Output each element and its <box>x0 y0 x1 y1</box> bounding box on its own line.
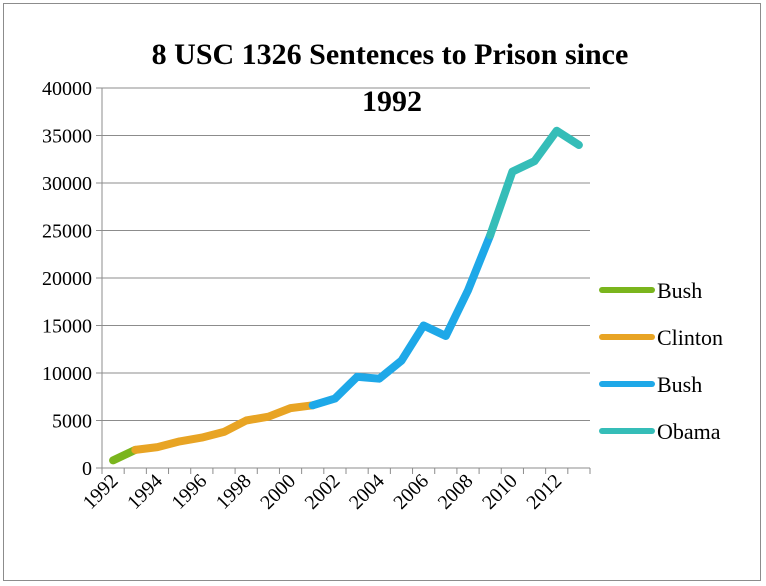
series-line-bush-2 <box>308 231 495 410</box>
y-tick-label: 0 <box>82 458 92 480</box>
x-tick-labels: 1992 1994 1996 1998 2000 2002 2004 2006 2008 2010… <box>79 470 566 514</box>
y-tick-label: 20000 <box>42 268 92 290</box>
legend-label-obama: Obama <box>657 419 721 444</box>
y-tick-label: 40000 <box>42 78 92 100</box>
x-tick-label: 1994 <box>123 470 167 514</box>
x-tick-label: 1998 <box>212 470 256 514</box>
series-lines <box>109 126 583 465</box>
legend-label-clinton: Clinton <box>657 325 723 350</box>
legend-label-bush: Bush <box>657 278 702 303</box>
y-tick-label: 15000 <box>42 316 92 338</box>
legend-label-bush: Bush <box>657 372 702 397</box>
x-tick-label: 2002 <box>301 470 345 514</box>
chart-title-line-1: 8 USC 1326 Sentences to Prison since <box>152 38 629 71</box>
y-tick-label: 30000 <box>42 173 92 195</box>
axes <box>96 87 591 474</box>
y-tick-labels: 0 5000 10000 15000 20000 25000 30000 35000 40000 <box>42 78 92 480</box>
series-line-obama-3 <box>486 126 583 240</box>
x-tick-label: 2008 <box>434 470 478 514</box>
x-tick-label: 2012 <box>522 470 566 514</box>
x-tick-label: 2010 <box>478 470 522 514</box>
y-tick-label: 10000 <box>42 363 92 385</box>
x-tick-label: 1996 <box>168 470 212 514</box>
y-tick-label: 35000 <box>42 126 92 148</box>
x-tick-label: 2004 <box>345 470 389 514</box>
legend: Bush Clinton Bush Obama <box>599 278 723 444</box>
x-tick-label: 2000 <box>256 470 300 514</box>
chart-title-line-2: 1992 <box>362 85 422 118</box>
series-line-bush-0 <box>109 445 140 465</box>
series-line-clinton-1 <box>131 401 317 454</box>
y-tick-label: 5000 <box>52 411 92 433</box>
x-tick-label: 2006 <box>389 470 433 514</box>
gridlines <box>102 87 590 421</box>
y-tick-label: 25000 <box>42 221 92 243</box>
